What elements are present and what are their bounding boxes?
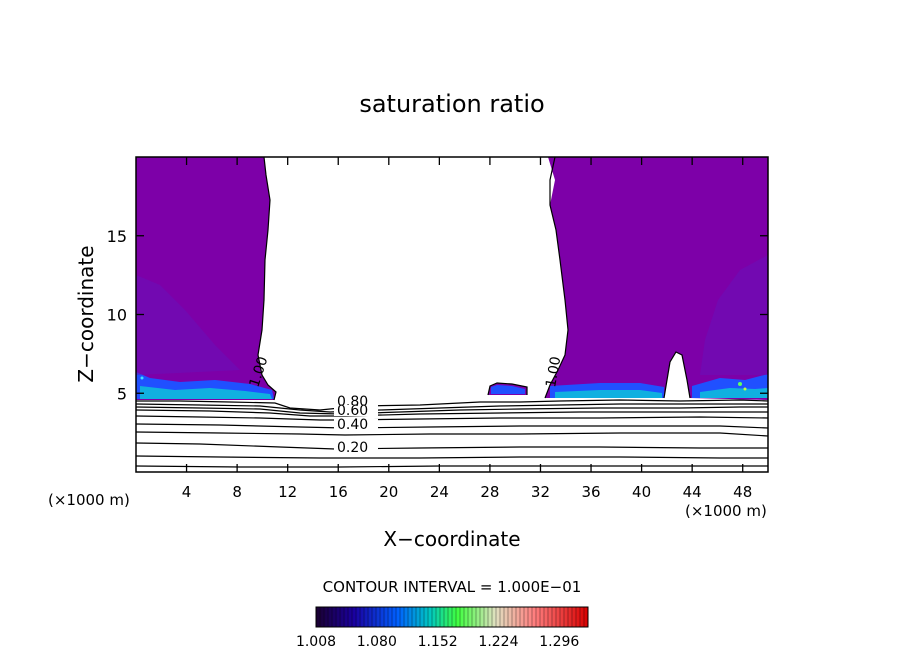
contour-interval-text: CONTOUR INTERVAL = 1.000E−01 [323, 578, 582, 596]
x-tick-label: 20 [379, 483, 398, 501]
x-unit-right: (×1000 m) [685, 502, 767, 520]
contour-label-group: 0.80 0.60 0.40 0.20 1.00 1.00 [247, 355, 565, 456]
y-tick-label: 10 [107, 306, 127, 325]
x-tick-label: 44 [683, 483, 702, 501]
colorbar-tick-label: 1.008 [296, 634, 336, 650]
contour-label: 1.00 [543, 355, 564, 388]
colorbar-tick-label: 1.080 [357, 634, 397, 650]
colorbar-tick-label: 1.296 [539, 634, 579, 650]
x-tick-label: 12 [278, 483, 297, 501]
x-tick-label: 4 [182, 483, 192, 501]
x-tick-label: 24 [430, 483, 449, 501]
x-tick-label: 48 [733, 483, 752, 501]
x-unit-left: (×1000 m) [48, 491, 130, 509]
plot-area [136, 157, 768, 468]
y-tick-label: 15 [107, 227, 127, 246]
contour-label: 0.20 [337, 440, 368, 456]
colorbar: 1.008 1.080 1.152 1.224 1.296 [296, 606, 589, 650]
x-tick-label: 16 [329, 483, 348, 501]
contour-label: 0.40 [337, 417, 368, 433]
x-axis: 4 8 12 16 20 24 28 32 36 40 44 48 [182, 157, 752, 501]
colorbar-tick-label: 1.152 [418, 634, 458, 650]
x-tick-label: 40 [632, 483, 651, 501]
colorbar-tick-label: 1.224 [478, 634, 518, 650]
x-tick-label: 32 [531, 483, 550, 501]
chart-title: saturation ratio [359, 90, 544, 118]
x-tick-label: 28 [480, 483, 499, 501]
x-tick-label: 8 [232, 483, 242, 501]
x-axis-label: X−coordinate [383, 527, 520, 551]
cloud-base-band [136, 372, 768, 399]
y-tick-label: 5 [117, 384, 127, 403]
y-axis-label: Z−coordinate [74, 245, 98, 382]
y-axis: 5 10 15 [107, 227, 768, 403]
contour-label: 0.60 [337, 403, 368, 419]
x-tick-label: 36 [581, 483, 600, 501]
contour-lines [136, 157, 768, 468]
